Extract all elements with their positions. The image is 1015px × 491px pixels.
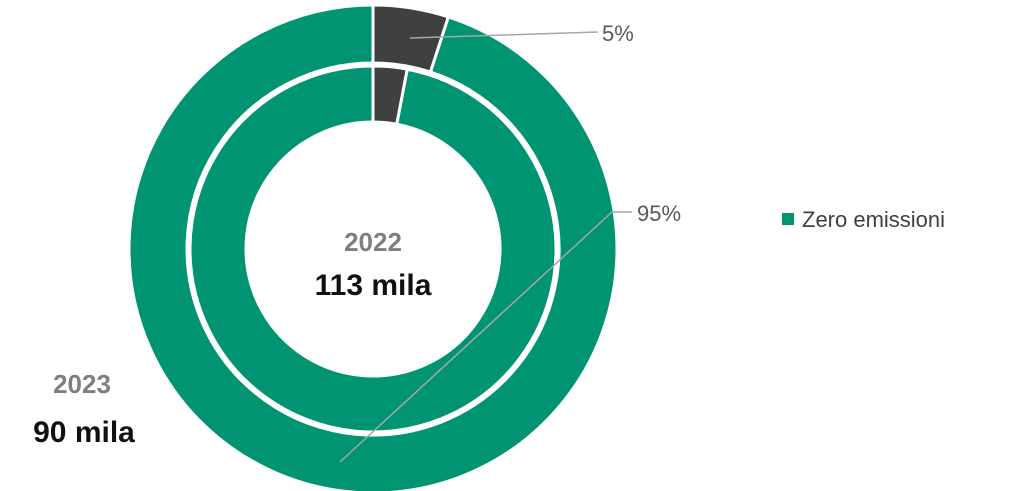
outer-slice-0-label: 5%	[602, 21, 634, 46]
outer-ring-total: 90 mila	[33, 416, 135, 449]
inner-ring-total: 113 mila	[315, 269, 432, 302]
leader-line-small-slice	[409, 31, 599, 39]
outer-ring-year: 2023	[53, 369, 111, 399]
inner-ring-slice-1	[188, 64, 558, 434]
outer-slice-1-label: 95%	[637, 201, 681, 226]
leader-line-large-slice	[339, 211, 632, 463]
legend-label: Zero emissioni	[802, 207, 945, 232]
legend-swatch	[782, 213, 794, 225]
outer-ring-slice-1	[127, 3, 619, 491]
inner-ring-year: 2022	[344, 227, 402, 257]
legend: Zero emissioni	[782, 207, 945, 232]
